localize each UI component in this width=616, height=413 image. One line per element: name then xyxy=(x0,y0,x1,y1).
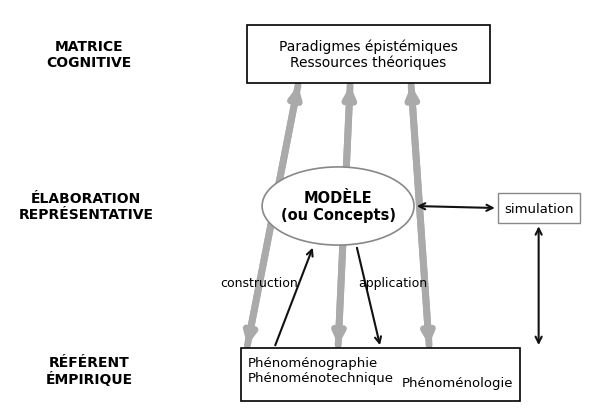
Text: application: application xyxy=(359,276,428,289)
Text: RÉFÉRENT
ÉMPIRIQUE: RÉFÉRENT ÉMPIRIQUE xyxy=(46,355,132,386)
Ellipse shape xyxy=(262,168,414,245)
FancyBboxPatch shape xyxy=(247,26,490,83)
Text: MATRICE
COGNITIVE: MATRICE COGNITIVE xyxy=(46,40,131,70)
Text: simulation: simulation xyxy=(504,202,573,215)
Text: ÉLABORATION
REPRÉSENTATIVE: ÉLABORATION REPRÉSENTATIVE xyxy=(18,192,153,221)
Text: construction: construction xyxy=(220,276,298,289)
FancyBboxPatch shape xyxy=(241,348,521,401)
Text: MODÈLE
(ou Concepts): MODÈLE (ou Concepts) xyxy=(280,190,395,223)
Text: Paradigmes épistémiques
Ressources théoriques: Paradigmes épistémiques Ressources théor… xyxy=(279,39,458,70)
Text: Phénoménographie
Phénoménotechnique: Phénoménographie Phénoménotechnique xyxy=(248,356,394,385)
FancyBboxPatch shape xyxy=(498,193,580,224)
Text: Phénoménologie: Phénoménologie xyxy=(402,376,513,389)
